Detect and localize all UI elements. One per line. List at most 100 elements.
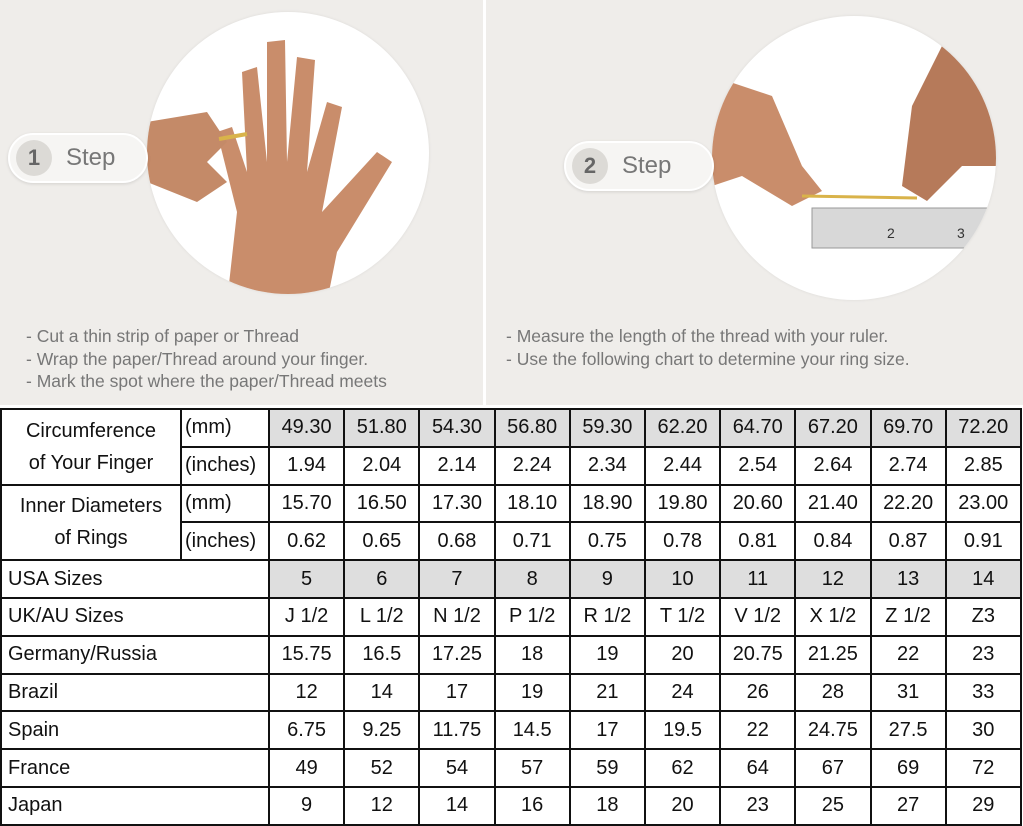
- table-cell: Z 1/2: [869, 596, 947, 637]
- table-cell: 0.68: [418, 521, 496, 562]
- table-row: Germany/Russia 15.75 16.5 17.25 18 19 20 20.75 2…: [0, 634, 1022, 675]
- table-cell: 9: [267, 785, 346, 826]
- table-cell: 18.10: [493, 483, 571, 524]
- inner-diameter-label: Inner Diameters of Rings: [0, 483, 182, 562]
- table-cell: 22: [869, 634, 947, 675]
- row-label: UK/AU Sizes: [0, 596, 270, 637]
- table-cell: 72.20: [944, 408, 1022, 448]
- table-cell: 15.70: [267, 483, 346, 524]
- row-label: Brazil: [0, 672, 270, 713]
- step-1-badge: 1 Step: [8, 133, 148, 183]
- instructions-section: 1 Step - Cut a thin strip of paper or Th…: [0, 0, 1023, 405]
- table-cell: 17: [568, 710, 646, 751]
- table-cell: 13: [869, 559, 947, 599]
- table-cell: 19: [493, 672, 571, 713]
- table-cell: 11: [719, 559, 797, 599]
- note: - Wrap the paper/Thread around your fing…: [26, 348, 369, 369]
- note: - Cut a thin strip of paper or Thread: [26, 326, 300, 346]
- table-cell: 56.80: [493, 408, 571, 448]
- row-label: Japan: [0, 785, 270, 826]
- table-cell: 2.64: [794, 445, 872, 486]
- table-cell: 18.90: [568, 483, 646, 524]
- unit-label: (inches): [180, 445, 270, 486]
- table-row: UK/AU Sizes J 1/2 L 1/2 N 1/2 P 1/2 R 1/2 T 1/…: [0, 596, 1022, 637]
- table-cell: 29: [944, 785, 1022, 826]
- table-cell: 22: [719, 710, 797, 751]
- table-row: Spain 6.75 9.25 11.75 14.5 17 19.5 22 24.75 27.5 3…: [0, 710, 1022, 751]
- note: - Use the following chart to determine y…: [506, 348, 910, 369]
- table-cell: 12: [343, 785, 421, 826]
- table-cell: 30: [944, 710, 1022, 751]
- circumference-inches-row: (inches) 1.94 2.04 2.14 2.24 2.34 2.44 2.54 2.64…: [1, 445, 1022, 486]
- table-cell: 10: [643, 559, 722, 599]
- table-cell: 31: [869, 672, 947, 713]
- table-cell: 12: [267, 672, 346, 713]
- table-cell: Z3: [944, 596, 1022, 637]
- table-cell: V 1/2: [719, 596, 797, 637]
- table-cell: 16: [493, 785, 571, 826]
- table-cell: T 1/2: [643, 596, 722, 637]
- ruler-photo: 2 3: [712, 16, 996, 300]
- table-row: USA Sizes 5 6 7 8 9 10 11 12 13 14: [0, 559, 1022, 599]
- table-cell: 21.40: [794, 483, 872, 524]
- table-cell: 18: [493, 634, 571, 675]
- table-cell: L 1/2: [343, 596, 421, 637]
- table-cell: 9: [568, 559, 646, 599]
- table-cell: 2.24: [493, 445, 571, 486]
- row-label: Germany/Russia: [0, 634, 270, 675]
- table-cell: 24.75: [794, 710, 872, 751]
- table-cell: 16.5: [343, 634, 421, 675]
- table-cell: 69: [869, 748, 947, 788]
- table-cell: 18: [568, 785, 646, 826]
- row-label: Spain: [0, 710, 270, 751]
- table-cell: 51.80: [343, 408, 421, 448]
- table-cell: 33: [944, 672, 1022, 713]
- table-cell: 20.60: [719, 483, 797, 524]
- table-cell: 5: [267, 559, 346, 599]
- inner-diameter-mm-row: Inner Diameters of Rings (mm) 15.70 16.50 17.…: [0, 483, 1022, 562]
- divider: [483, 0, 486, 405]
- table-cell: 23.00: [944, 483, 1022, 524]
- label-line: of Your Finger: [28, 451, 154, 474]
- table-cell: 67.20: [794, 408, 872, 448]
- table-cell: 8: [493, 559, 571, 599]
- row-label: USA Sizes: [0, 559, 270, 599]
- table-cell: 69.70: [869, 408, 947, 448]
- table-row: Brazil 12 14 17 19 21 24 26 28 31 33: [0, 672, 1022, 713]
- table-cell: J 1/2: [267, 596, 346, 637]
- table-cell: 0.87: [869, 521, 947, 562]
- table-cell: 26: [719, 672, 797, 713]
- table-cell: 2.85: [944, 445, 1022, 486]
- table-cell: 0.81: [719, 521, 797, 562]
- table-cell: 0.78: [643, 521, 722, 562]
- table-cell: 2.74: [869, 445, 947, 486]
- table-cell: 64.70: [719, 408, 797, 448]
- table-cell: 19.5: [643, 710, 722, 751]
- ring-size-table: Circumference of Your Finger (mm) 49.30 51.8…: [0, 408, 1022, 826]
- table-cell: 17: [418, 672, 496, 713]
- table-cell: 20.75: [719, 634, 797, 675]
- note: - Mark the spot where the paper/Thread m…: [26, 371, 387, 391]
- table-cell: 19.80: [643, 483, 722, 524]
- table-cell: 72: [944, 748, 1022, 788]
- table-cell: 15.75: [267, 634, 346, 675]
- table-row: Japan 9 12 14 16 18 20 23 25 27 29: [0, 785, 1022, 826]
- inner-diameter-inches-row: (inches) 0.62 0.65 0.68 0.71 0.75 0.78 0.81 0.84…: [1, 521, 1022, 562]
- table-cell: 17.25: [418, 634, 496, 675]
- table-cell: 0.84: [794, 521, 872, 562]
- table-cell: 0.62: [267, 521, 346, 562]
- table-cell: 20: [643, 785, 722, 826]
- step-label: Step: [66, 144, 116, 171]
- step-number: 2: [572, 148, 608, 184]
- table-cell: 19: [568, 634, 646, 675]
- table-cell: 59.30: [568, 408, 646, 448]
- table-cell: 14.5: [493, 710, 571, 751]
- step-2-badge: 2 Step: [564, 141, 714, 191]
- table-cell: 20: [643, 634, 722, 675]
- table-cell: 25: [794, 785, 872, 826]
- table-cell: 49: [267, 748, 346, 788]
- step-label: Step: [622, 152, 672, 179]
- label-line: Inner Diameters: [19, 495, 163, 518]
- table-cell: 2.54: [719, 445, 797, 486]
- table-cell: 24: [643, 672, 722, 713]
